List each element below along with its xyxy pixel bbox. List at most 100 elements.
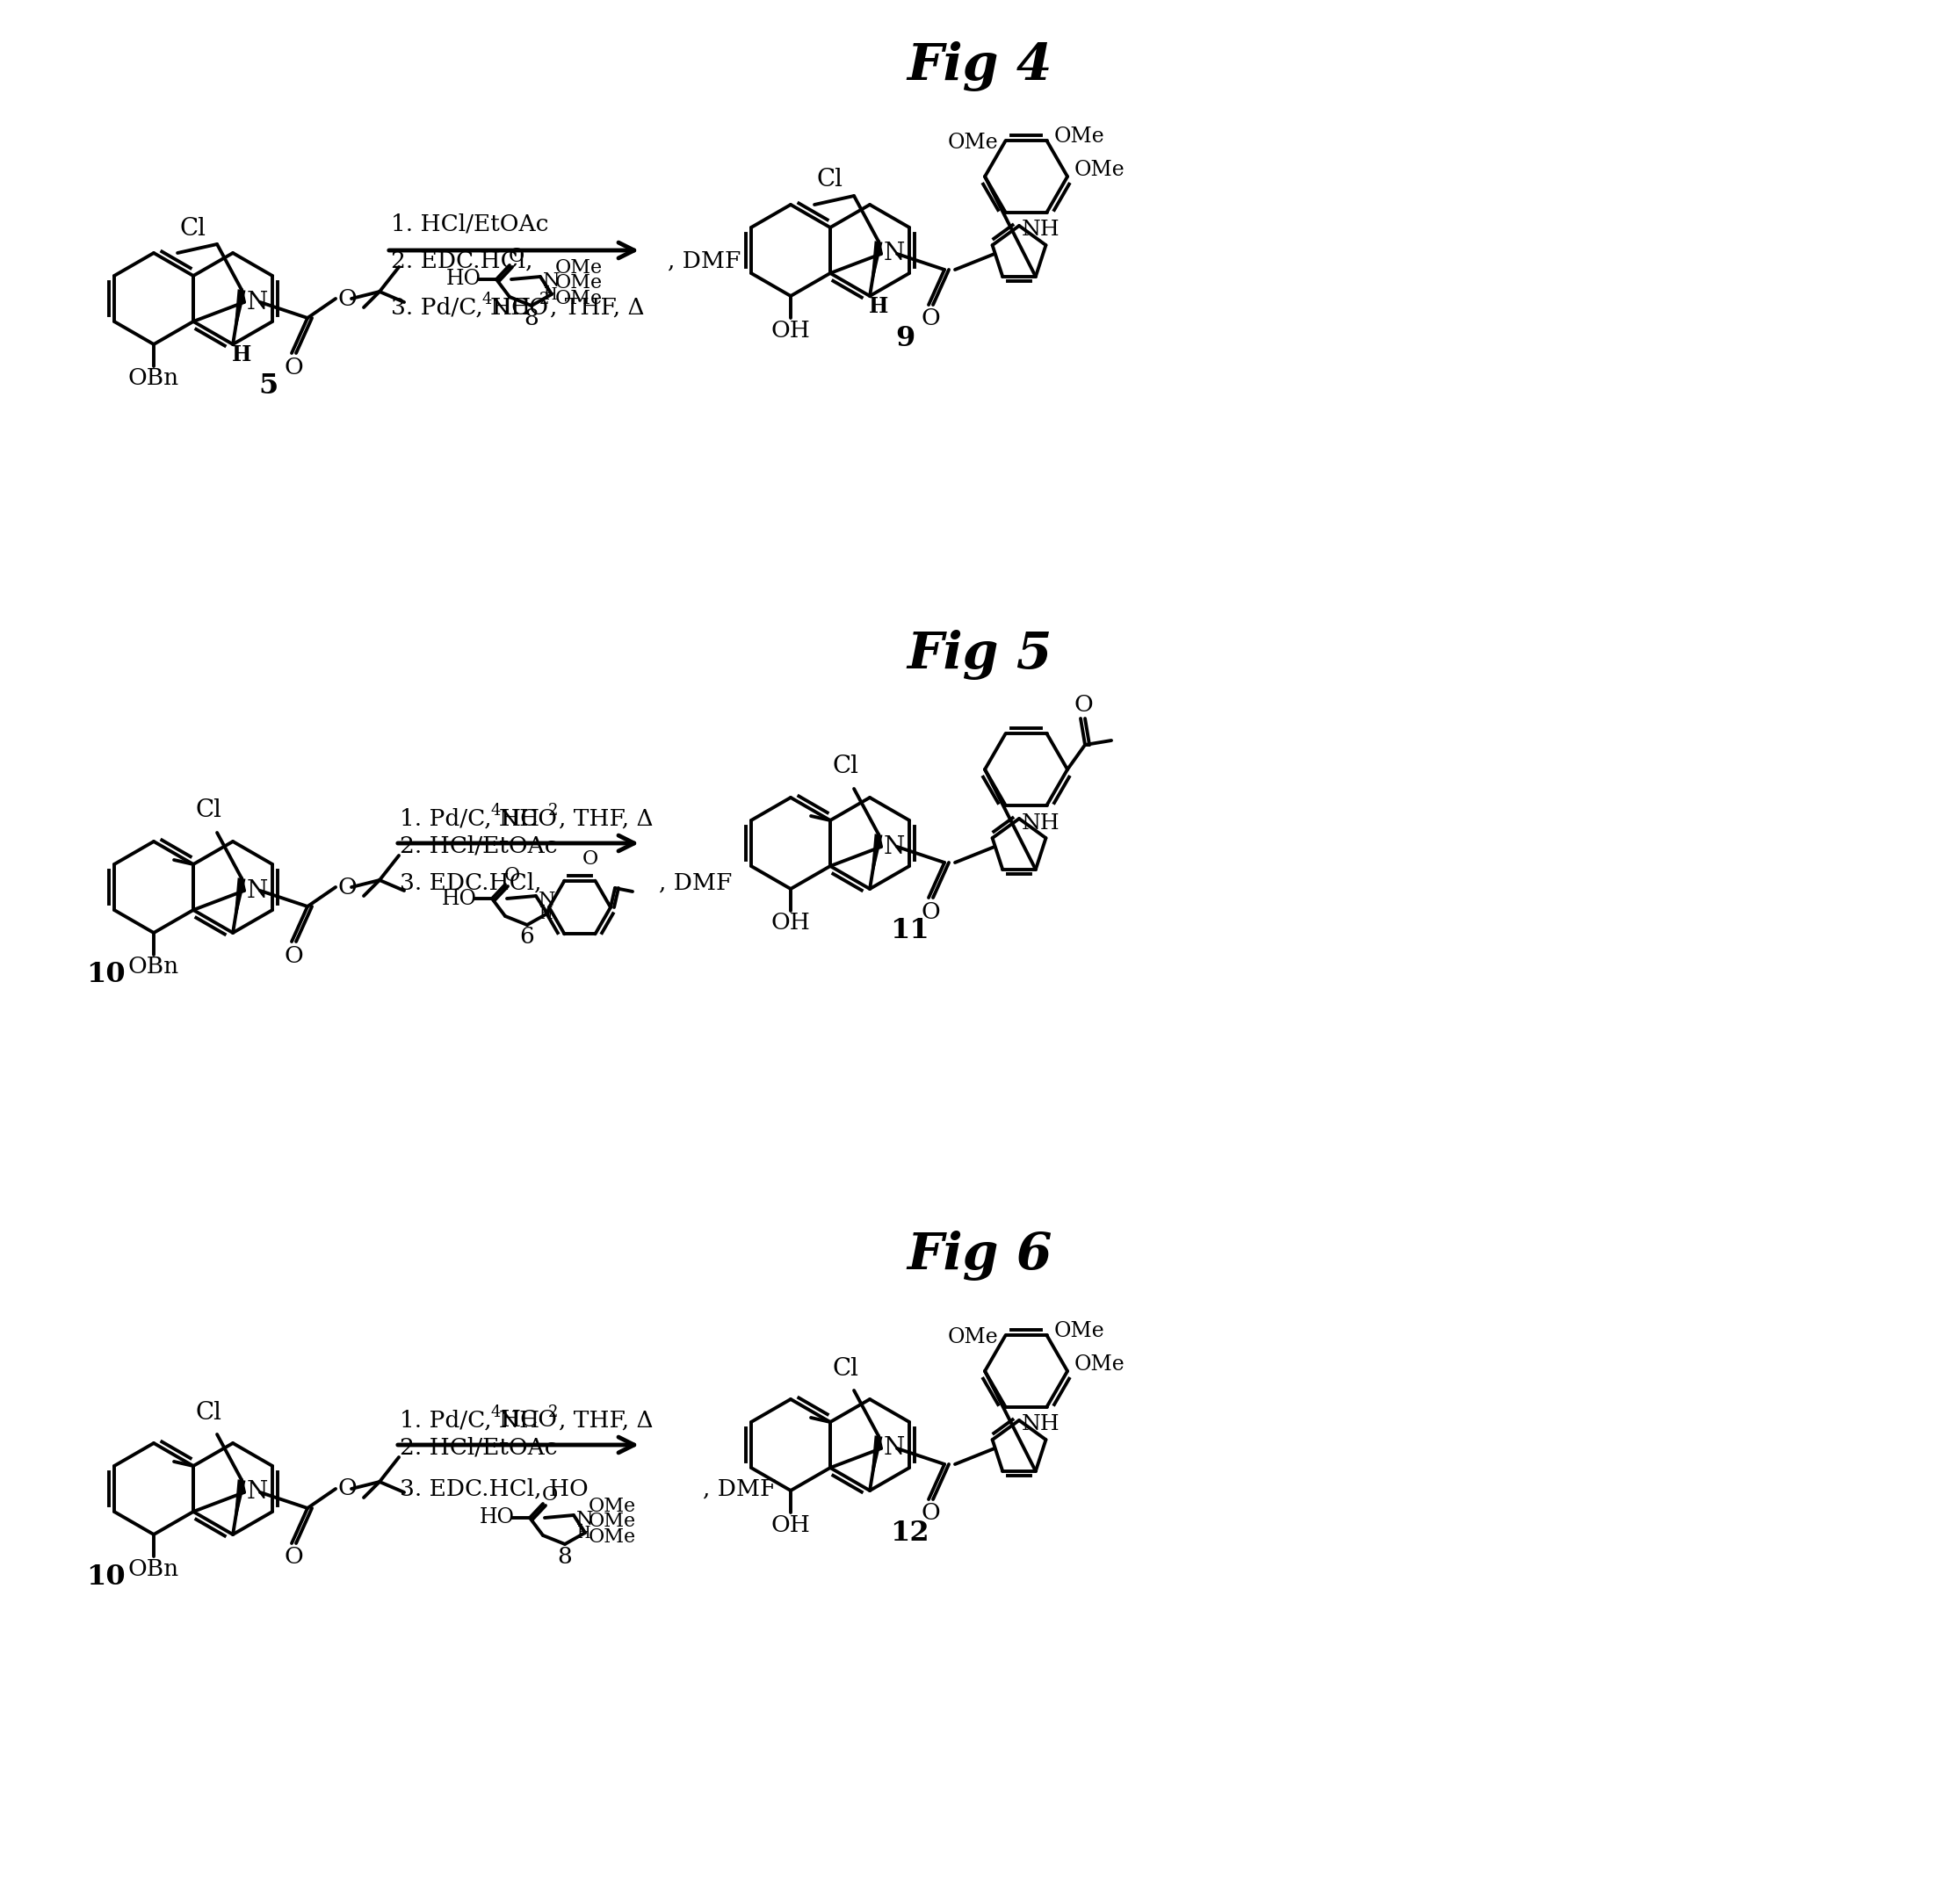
Text: OMe: OMe [588,1527,637,1548]
Text: O: O [921,308,941,330]
Text: OH: OH [770,1514,809,1536]
Text: , THF, Δ: , THF, Δ [559,807,653,830]
Text: 8: 8 [557,1546,572,1567]
Text: 1. HCl/EtOAc: 1. HCl/EtOAc [390,213,549,235]
Text: H: H [539,906,553,923]
Text: Cl: Cl [815,169,843,192]
Text: 2: 2 [549,803,559,818]
Text: Fig 5: Fig 5 [907,629,1053,680]
Text: N: N [539,891,557,910]
Text: O: O [337,875,357,898]
Text: 3. EDC.HCl,: 3. EDC.HCl, [400,872,541,894]
Text: 2: 2 [549,1405,559,1420]
Text: OBn: OBn [127,368,178,389]
Text: Cl: Cl [833,1356,858,1381]
Text: OBn: OBn [127,955,178,978]
Text: Fig 4: Fig 4 [907,42,1053,91]
Text: 4: 4 [492,803,502,818]
Text: OMe: OMe [949,1327,998,1346]
Text: 2. HCl/EtOAc: 2. HCl/EtOAc [400,836,557,856]
Text: OBn: OBn [127,1557,178,1580]
Text: O: O [582,849,598,868]
Text: O: O [508,247,525,266]
Text: OMe: OMe [1074,160,1125,180]
Text: OMe: OMe [1054,127,1105,146]
Text: O: O [284,944,304,967]
Text: OMe: OMe [555,258,604,277]
Text: , DMF: , DMF [668,251,741,272]
Text: , THF, Δ: , THF, Δ [551,296,645,319]
Polygon shape [870,241,882,296]
Text: N: N [247,291,269,313]
Text: O: O [921,900,941,923]
Text: N: N [247,879,269,902]
Text: 10: 10 [86,1563,125,1589]
Text: O: O [337,1477,357,1500]
Text: 6: 6 [519,927,535,948]
Text: NH: NH [1021,220,1060,241]
Text: OMe: OMe [555,273,604,292]
Polygon shape [870,834,882,889]
Polygon shape [233,1479,245,1534]
Text: Cl: Cl [833,756,858,779]
Text: OMe: OMe [949,133,998,152]
Text: O: O [284,1546,304,1569]
Text: O: O [1074,693,1094,716]
Text: O: O [504,866,519,885]
Text: N: N [884,1436,906,1460]
Text: 11: 11 [890,917,929,944]
Text: O: O [543,1485,559,1504]
Text: 2. EDC.HCl,: 2. EDC.HCl, [390,251,533,272]
Text: H: H [231,344,251,365]
Text: OH: OH [770,319,809,342]
Text: 5: 5 [259,372,278,401]
Text: , DMF: , DMF [704,1477,776,1500]
Text: Cl: Cl [196,1401,221,1424]
Text: 12: 12 [890,1519,929,1546]
Text: NH: NH [1021,1415,1060,1436]
Text: H: H [543,287,557,304]
Text: 2. HCl/EtOAc: 2. HCl/EtOAc [400,1436,557,1458]
Text: N: N [576,1510,594,1529]
Polygon shape [233,877,245,932]
Text: OH: OH [770,912,809,934]
Text: 2: 2 [539,292,549,308]
Text: , DMF: , DMF [659,872,733,894]
Text: HCO: HCO [500,807,559,830]
Text: O: O [337,287,357,310]
Text: HCO: HCO [500,1409,559,1432]
Text: 9: 9 [896,325,915,351]
Text: OMe: OMe [588,1496,637,1515]
Text: Cl: Cl [196,799,221,822]
Text: HO: HO [447,270,482,289]
Text: HO: HO [441,889,476,908]
Text: O: O [284,357,304,378]
Text: H: H [576,1525,590,1542]
Text: 1. Pd/C, NH: 1. Pd/C, NH [400,807,539,830]
Text: OMe: OMe [555,289,604,308]
Polygon shape [870,1436,882,1491]
Text: NH: NH [1021,813,1060,834]
Text: OMe: OMe [1074,1354,1125,1375]
Text: H: H [868,296,888,317]
Text: N: N [884,241,906,266]
Text: 1. Pd/C, NH: 1. Pd/C, NH [400,1409,539,1432]
Text: 4: 4 [482,292,492,308]
Text: O: O [921,1502,941,1525]
Text: 3. Pd/C, NH: 3. Pd/C, NH [390,296,531,319]
Text: HO: HO [480,1508,515,1529]
Text: , THF, Δ: , THF, Δ [559,1409,653,1432]
Text: Cl: Cl [178,216,206,241]
Text: 10: 10 [86,961,125,989]
Text: OMe: OMe [588,1512,637,1531]
Polygon shape [233,289,245,344]
Text: N: N [543,272,561,291]
Text: Fig 6: Fig 6 [907,1231,1053,1282]
Text: 4: 4 [492,1405,502,1420]
Text: 8: 8 [523,308,539,329]
Text: N: N [884,836,906,858]
Text: 3. EDC.HCl, HO: 3. EDC.HCl, HO [400,1477,588,1500]
Text: N: N [247,1481,269,1504]
Text: OMe: OMe [1054,1322,1105,1341]
Text: HCO: HCO [492,296,549,319]
